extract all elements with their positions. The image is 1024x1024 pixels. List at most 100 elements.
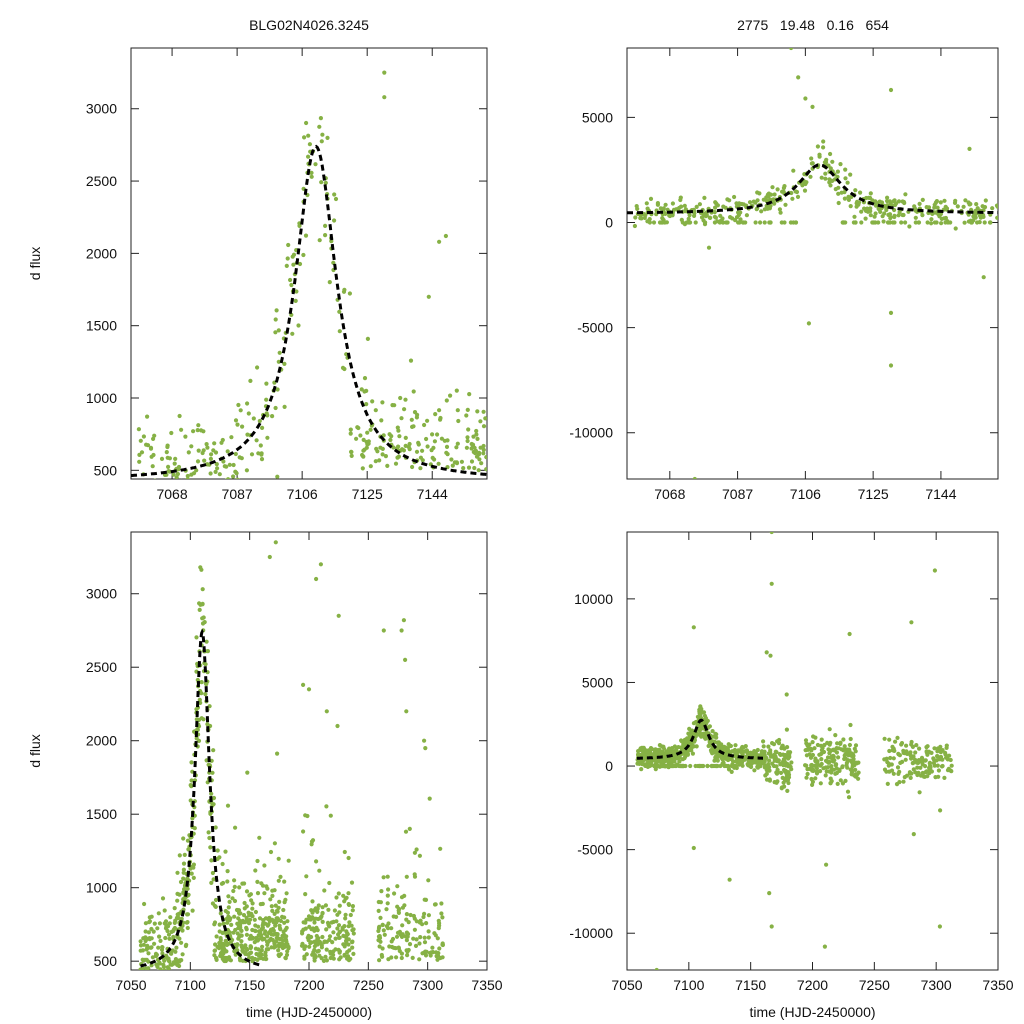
- data-point: [257, 835, 262, 840]
- data-point: [943, 215, 949, 221]
- data-point: [803, 96, 808, 101]
- data-point: [809, 765, 814, 771]
- data-point: [431, 445, 436, 450]
- data-point: [940, 757, 945, 762]
- data-point: [320, 905, 325, 910]
- data-point: [306, 914, 312, 919]
- data-point: [256, 937, 261, 942]
- data-point: [233, 418, 239, 423]
- data-point: [273, 317, 278, 322]
- data-point: [663, 211, 668, 216]
- panel-top-left: 7068 7087 7106 7125 7144 500 1000 1500 2000 2500 3…: [27, 47, 488, 524]
- data-point: [817, 152, 822, 157]
- data-point: [913, 750, 918, 755]
- data-point: [155, 520, 159, 524]
- data-point: [399, 895, 405, 900]
- data-point: [827, 759, 832, 765]
- data-point: [324, 927, 329, 932]
- data-point: [332, 218, 337, 223]
- data-point: [278, 918, 283, 924]
- data-point: [938, 744, 943, 749]
- data-point: [947, 753, 952, 758]
- data-point: [387, 944, 392, 949]
- data-point: [394, 934, 400, 939]
- data-point: [306, 154, 311, 159]
- data-point: [346, 855, 351, 861]
- data-point: [712, 220, 718, 225]
- data-point: [167, 456, 172, 461]
- data-point: [456, 418, 461, 424]
- data-point: [946, 766, 951, 772]
- data-point: [175, 962, 180, 968]
- data-point: [391, 945, 396, 950]
- data-point: [220, 930, 225, 936]
- data-point: [181, 870, 186, 875]
- data-point: [350, 908, 355, 913]
- data-point: [733, 759, 739, 764]
- data-point: [190, 865, 195, 870]
- data-point: [164, 975, 168, 979]
- x-tick-label: 7100: [673, 977, 704, 993]
- data-point: [895, 765, 901, 770]
- data-point: [454, 445, 459, 450]
- data-point: [312, 940, 318, 945]
- data-point: [699, 725, 704, 730]
- data-point: [176, 915, 181, 921]
- data-point: [220, 861, 225, 867]
- data-point: [422, 911, 427, 917]
- data-point: [257, 418, 262, 424]
- data-point: [698, 763, 703, 769]
- data-point: [666, 747, 671, 752]
- data-point: [327, 880, 332, 886]
- data-point: [212, 920, 218, 925]
- data-point: [340, 925, 345, 931]
- data-point: [345, 932, 350, 937]
- x-tick-label: 7100: [175, 977, 206, 993]
- data-point: [212, 948, 218, 953]
- data-point: [319, 139, 324, 144]
- data-point: [179, 916, 184, 921]
- data-point: [179, 958, 184, 963]
- data-point: [145, 943, 150, 948]
- data-point: [157, 921, 162, 926]
- data-point: [938, 808, 943, 813]
- data-point: [755, 747, 760, 753]
- data-point: [805, 743, 810, 748]
- data-point: [884, 207, 889, 213]
- data-point: [662, 220, 667, 225]
- data-point: [708, 215, 713, 220]
- data-point: [373, 408, 378, 413]
- data-point: [827, 751, 832, 756]
- data-point: [774, 770, 779, 775]
- data-point: [824, 862, 829, 867]
- y-tick-label: 5000: [582, 109, 613, 125]
- y-axis-label: d flux: [27, 247, 43, 280]
- data-point: [787, 752, 792, 757]
- data-point: [819, 757, 824, 762]
- data-point: [685, 752, 691, 757]
- data-point: [308, 934, 313, 940]
- data-point: [942, 775, 947, 781]
- data-point: [320, 919, 325, 925]
- data-point: [139, 450, 145, 455]
- data-point: [341, 893, 346, 898]
- data-point: [898, 760, 903, 766]
- data-point: [384, 924, 389, 929]
- data-point: [469, 459, 475, 464]
- data-point: [706, 245, 712, 250]
- data-point: [272, 911, 277, 917]
- data-point: [804, 775, 809, 780]
- data-point: [786, 775, 792, 780]
- data-point: [152, 995, 156, 999]
- data-point: [333, 196, 339, 202]
- data-point: [248, 933, 253, 939]
- data-point: [207, 704, 212, 709]
- data-point: [647, 220, 653, 225]
- data-point: [868, 191, 873, 196]
- data-point: [149, 1000, 153, 1004]
- data-point: [847, 747, 852, 752]
- data-point: [982, 220, 987, 225]
- data-point: [263, 950, 268, 955]
- data-point: [892, 213, 897, 218]
- data-point: [213, 469, 218, 474]
